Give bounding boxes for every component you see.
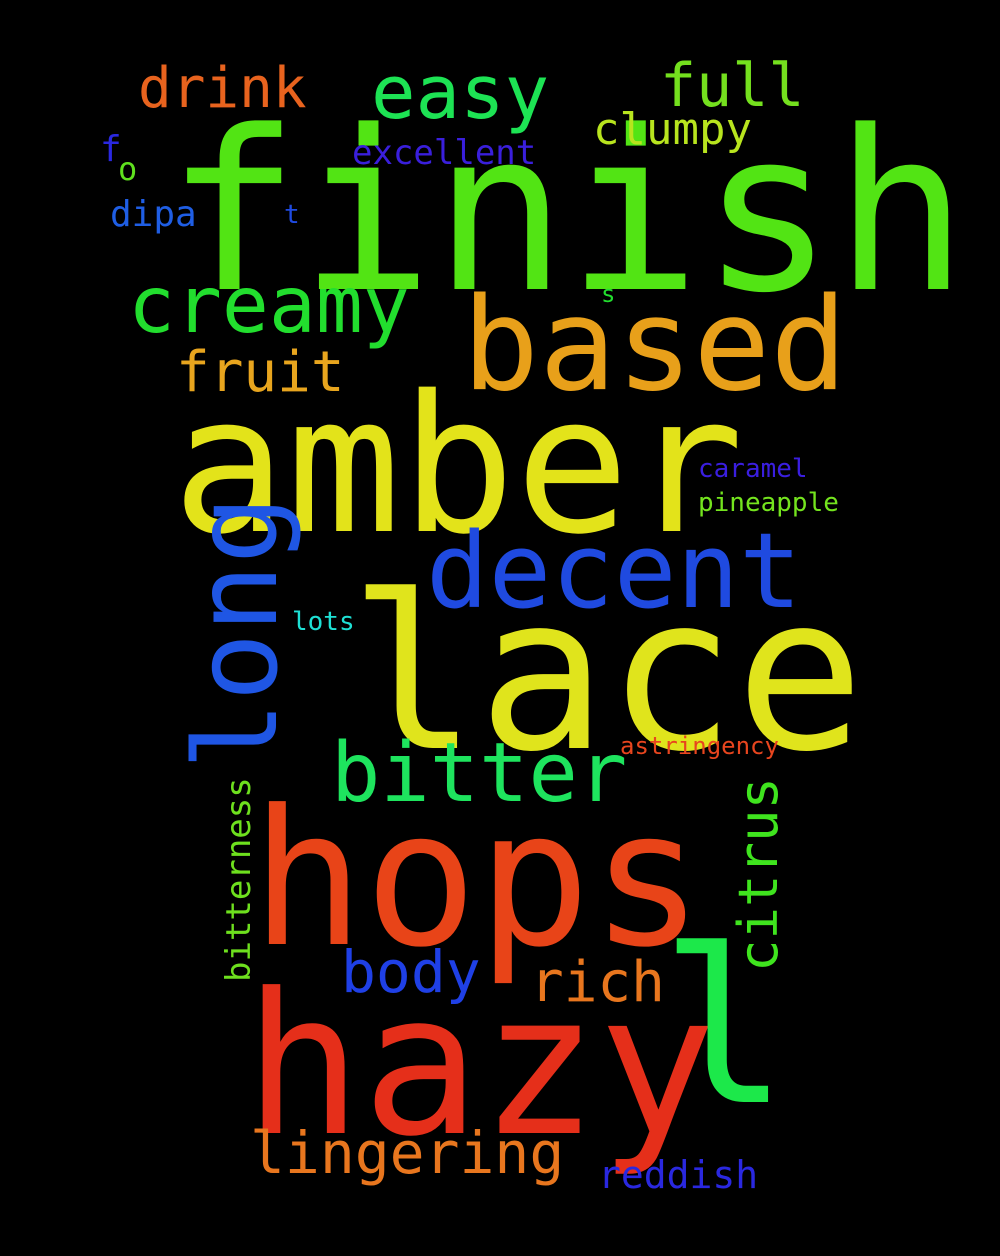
word-pineapple: pineapple [698, 488, 839, 518]
word-long: long [170, 495, 303, 770]
word-f: f [100, 129, 122, 170]
word-reddish: reddish [598, 1153, 759, 1197]
word-lingering: lingering [250, 1119, 565, 1187]
word-fruit: fruit [176, 340, 345, 405]
word-l: l [660, 904, 789, 1153]
word-lace: lace [349, 550, 865, 799]
word-bitterness: bitterness [219, 777, 259, 982]
word-rich: rich [530, 950, 665, 1015]
word-excellent: excellent [352, 133, 537, 173]
word-hops: hops [251, 770, 704, 989]
word-o: o [118, 150, 138, 188]
word-lots: lots [292, 607, 355, 637]
word-astringency: astringency [620, 732, 779, 760]
word-finish: finish [166, 84, 968, 342]
word-s: s [601, 280, 616, 308]
word-decent: decent [426, 510, 802, 632]
word-drink: drink [138, 56, 307, 121]
word-bitter: bitter [331, 726, 628, 821]
word-clumpy: clumpy [593, 104, 752, 155]
word-citrus: citrus [727, 776, 790, 972]
word-based: based [462, 271, 848, 420]
word-caramel: caramel [698, 454, 808, 484]
word-amber: amber [172, 355, 744, 576]
word-creamy: creamy [128, 261, 410, 351]
word-dipa: dipa [110, 194, 197, 235]
word-easy: easy [371, 50, 550, 136]
word-full: full [660, 51, 805, 121]
word-body: body [341, 938, 481, 1006]
word-hazy: hazy [244, 952, 717, 1180]
word-t: t [284, 200, 300, 230]
